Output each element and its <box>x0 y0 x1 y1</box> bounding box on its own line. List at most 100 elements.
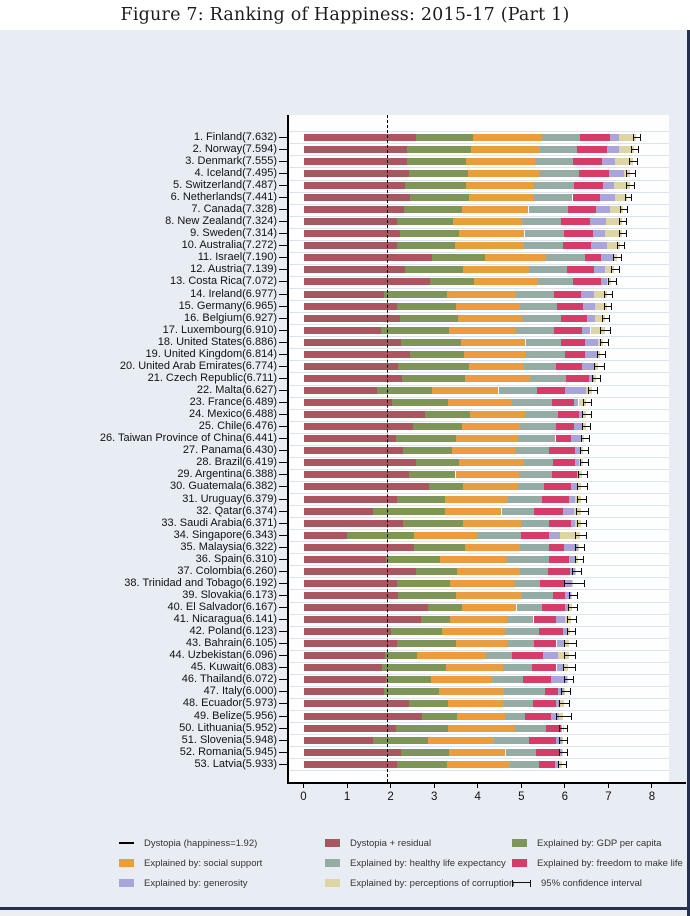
y-tick-mark <box>279 450 288 452</box>
bar-segment-corr <box>614 194 628 202</box>
country-label: 52. Romania(5.945) <box>179 745 277 758</box>
bar-segment-gen <box>601 254 614 262</box>
confidence-interval-bar <box>564 640 577 648</box>
confidence-interval-bar <box>619 206 628 214</box>
bar-segment-free <box>572 194 601 202</box>
bar-segment-soc <box>457 567 521 575</box>
confidence-interval-bar <box>563 579 585 587</box>
bar-segment-hle <box>534 157 573 165</box>
legend-swatch <box>119 859 134 867</box>
bar-segment-free <box>555 423 575 431</box>
bar-segment-free <box>558 411 579 419</box>
bar-segment-free <box>572 157 603 165</box>
row-gridline <box>288 770 669 772</box>
bar-segment-hle <box>503 700 533 708</box>
bar-segment-hle <box>524 362 556 370</box>
bar-segment-hle <box>528 206 568 214</box>
row-gridline <box>288 300 669 302</box>
country-label: 37. Colombia(6.260) <box>177 564 277 577</box>
bar-segment-dr <box>303 374 403 382</box>
bar-segment-soc <box>485 254 547 262</box>
bar-segment-dr <box>303 399 392 407</box>
bar-segment-hle <box>539 169 580 177</box>
bar-segment-hle <box>523 459 553 467</box>
y-tick-mark <box>279 691 288 693</box>
row-gridline <box>288 312 669 314</box>
bar-segment-gen <box>591 242 608 250</box>
bar-segment-free <box>566 374 589 382</box>
bar-segment-hle <box>515 447 550 455</box>
row-gridline <box>288 480 669 482</box>
bar-segment-dr <box>303 736 374 744</box>
bar-segment-hle <box>521 519 549 527</box>
y-tick-mark <box>279 703 288 705</box>
country-label: 31. Uruguay(6.379) <box>182 492 277 505</box>
confidence-interval-bar <box>579 459 589 467</box>
legend-label: 95% confidence interval <box>541 877 642 889</box>
bar-segment-gen <box>610 133 619 141</box>
bar-segment-gdp <box>383 688 439 696</box>
y-tick-mark <box>279 462 288 464</box>
legend-label: Explained by: freedom to make life <box>537 857 683 869</box>
bar-segment-hle <box>501 507 535 515</box>
row-gridline <box>288 360 669 362</box>
y-tick-mark <box>279 209 288 211</box>
row-gridline <box>288 505 669 506</box>
bar-segment-soc <box>432 386 499 394</box>
bar-segment-dr <box>303 555 386 563</box>
country-label: 11. Israel(7.190) <box>197 251 277 264</box>
bar-segment-dr <box>303 254 432 262</box>
bar-segment-gen <box>574 399 579 407</box>
window-right-edge <box>687 30 690 916</box>
row-gridline <box>288 468 669 470</box>
bar-segment-soc <box>472 133 543 141</box>
legend-label: Explained by: generosity <box>144 877 248 889</box>
bar-segment-free <box>573 278 601 286</box>
country-label: 14. Ireland(6.977) <box>190 287 277 300</box>
confidence-interval-bar <box>625 182 636 190</box>
country-label: 48. Ecuador(5.973) <box>182 697 277 710</box>
country-label: 51. Slovenia(5.948) <box>181 733 277 746</box>
bar-segment-dr <box>303 157 407 165</box>
bar-segment-free <box>538 628 563 636</box>
y-tick-mark <box>279 160 288 162</box>
confidence-interval-bar <box>568 591 578 599</box>
bar-segment-soc <box>448 399 512 407</box>
bar-segment-dr <box>303 664 383 672</box>
bar-segment-hle <box>542 133 581 141</box>
country-label: 47. Italy(6.000) <box>203 685 277 698</box>
row-gridline <box>288 710 669 711</box>
bar-segment-gdp <box>421 712 457 720</box>
x-tick-mark <box>651 783 653 788</box>
row-gridline <box>288 637 669 639</box>
confidence-interval-bar <box>599 338 610 346</box>
bar-segment-dr <box>303 712 422 720</box>
row-gridline <box>288 698 669 699</box>
row-gridline <box>288 601 669 603</box>
confidence-interval-bar <box>559 724 569 732</box>
bar-segment-hle <box>520 423 556 431</box>
confidence-interval-bar <box>566 628 576 636</box>
row-gridline <box>288 529 669 531</box>
country-label: 19. United Kingdom(6.814) <box>145 347 277 360</box>
bar-segment-gdp <box>416 459 460 467</box>
bar-segment-soc <box>463 519 522 527</box>
bar-segment-dr <box>303 760 397 768</box>
plot-area <box>288 115 669 782</box>
bar-segment-free <box>511 652 544 660</box>
bar-segment-gen <box>600 278 608 286</box>
x-tick-label: 0 <box>300 791 307 803</box>
bar-segment-gen <box>594 266 605 274</box>
bar-segment-soc <box>448 700 504 708</box>
y-tick-mark <box>279 136 288 138</box>
confidence-interval-bar <box>559 700 570 708</box>
y-tick-mark <box>279 197 288 199</box>
legend: Dystopia (happiness=1.92) Explained by: s… <box>0 833 690 895</box>
y-tick-mark <box>279 607 288 609</box>
country-label: 7. Canada(7.328) <box>191 203 277 216</box>
bar-segment-free <box>564 230 593 238</box>
bar-segment-hle <box>526 350 566 358</box>
bar-segment-hle <box>546 254 585 262</box>
confidence-interval-bar <box>617 242 626 250</box>
